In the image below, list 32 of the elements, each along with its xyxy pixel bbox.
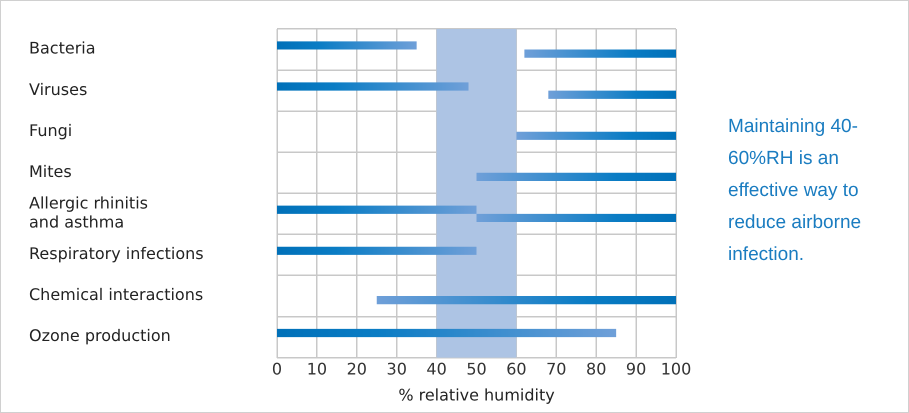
y-tick-label: Mites [29,162,72,181]
y-tick-label: Allergic rhinitis and asthma [29,193,148,232]
bar [277,206,476,214]
text: Maintaining 40-60%RH is an effective way to reduce airborne infection. [728,115,862,267]
bar [277,41,417,50]
x-tick-label: 10 [306,359,328,378]
bar [277,246,476,255]
x-tick-label: 50 [466,359,487,378]
bar [476,214,676,222]
x-tick-label: 70 [546,359,566,378]
x-tick-label: 30 [386,359,407,378]
x-tick-label: 80 [586,359,606,378]
bar [277,328,616,338]
x-tick-label: 100 [660,359,692,378]
x-tick-label: 40 [426,359,447,378]
bar [548,90,676,99]
y-tick-label: Ozone production [29,326,171,346]
y-tick-label: Viruses [29,80,88,99]
x-tick-label: 60 [506,359,527,378]
x-axis-title: % relative humidity [398,386,555,405]
y-tick-label: Bacteria [29,38,96,58]
y-tick-label: Respiratory infections [29,244,204,264]
y-tick-label: Fungi [29,120,72,140]
x-tick-label: 0 [272,359,282,378]
x-tick-label: 20 [346,359,367,378]
bar [277,82,469,91]
bar [524,50,676,58]
bar [376,296,676,304]
bar [516,132,676,140]
bar [476,172,676,181]
y-tick-label: Chemical interactions [29,285,204,304]
x-tick-label: 90 [626,359,646,378]
